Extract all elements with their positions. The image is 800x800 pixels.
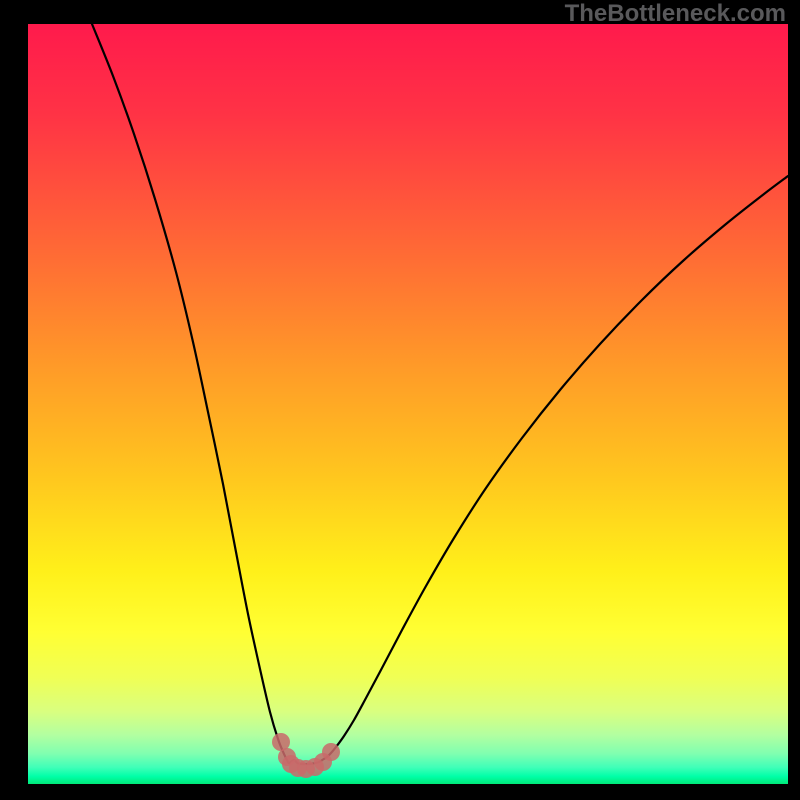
curve-marker xyxy=(322,743,340,761)
bottleneck-curve xyxy=(92,24,788,764)
plot-area xyxy=(28,24,788,784)
marker-group xyxy=(272,733,340,778)
chart-svg xyxy=(28,24,788,784)
watermark-text: TheBottleneck.com xyxy=(565,0,786,28)
